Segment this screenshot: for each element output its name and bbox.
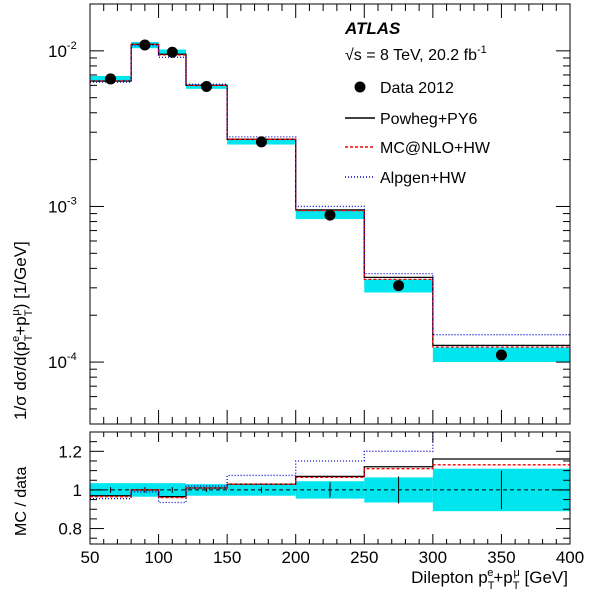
- ratio-y-tick-label: 1.2: [58, 442, 82, 461]
- data-point-3: [201, 81, 213, 93]
- x-tick-label: 50: [81, 548, 100, 567]
- y-tick-label: 10-2: [48, 40, 77, 61]
- data-point-2: [166, 46, 178, 58]
- x-axis-title: Dilepton pTe+pTμ [GeV]: [411, 567, 568, 592]
- series-line-alpgen: [90, 44, 570, 336]
- ratio-y-tick-label: 1: [73, 481, 82, 500]
- series-line-mcatnlo: [90, 43, 570, 348]
- y-tick-label: 10-3: [48, 195, 77, 216]
- data-point-5: [324, 209, 336, 221]
- legend-data-label: Data 2012: [380, 80, 454, 97]
- x-tick-label: 400: [556, 548, 584, 567]
- legend-alpgen-label: Alpgen+HW: [380, 170, 467, 187]
- series-line-powheg: [90, 43, 570, 347]
- x-tick-label: 150: [213, 548, 241, 567]
- legend-powheg-label: Powheg+PY6: [380, 111, 478, 128]
- x-tick-label: 250: [350, 548, 378, 567]
- ratio-series-lines: [90, 432, 570, 504]
- data-point-6: [393, 280, 405, 292]
- main-panel: 10-2 10-3 10-4: [48, 3, 571, 425]
- ratio-axes: 0.8 1 1.2 50 100 150 200 250 300 350 400: [58, 432, 584, 567]
- data-points: [105, 39, 507, 361]
- legend: ATLAS √s = 8 TeV, 20.2 fb-1 Data 2012 Po…: [344, 19, 491, 187]
- ratio-y-tick-label: 0.8: [58, 520, 82, 539]
- ratio-plot-frame: [89, 431, 571, 545]
- x-tick-label: 300: [419, 548, 447, 567]
- x-tick-label: 200: [282, 548, 310, 567]
- x-tick-label: 100: [144, 548, 172, 567]
- legend-mcatnlo-label: MC@NLO+HW: [380, 140, 491, 157]
- data-point-1: [139, 39, 151, 51]
- mc-series-lines: [90, 43, 570, 348]
- x-tick-label: 350: [487, 548, 515, 567]
- ratio-panel: 0.8 1 1.2 50 100 150 200 250 300 350 400: [58, 431, 584, 567]
- ratio-line-mcatnlo: [90, 464, 570, 499]
- legend-data-marker: [354, 81, 366, 93]
- atlas-label: ATLAS: [344, 19, 401, 38]
- y-tick-label: 10-4: [48, 351, 77, 372]
- data-point-7: [495, 349, 507, 361]
- energy-lumi-label: √s = 8 TeV, 20.2 fb-1: [345, 44, 487, 64]
- ratio-y-axis-title: MC / data: [13, 467, 30, 536]
- data-uncertainty-bands: [90, 41, 570, 363]
- y-axis-title: 1/σ dσ/d(pTe+pTμ) [1/GeV]: [10, 241, 35, 420]
- data-point-4: [255, 136, 267, 148]
- data-point-0: [105, 73, 117, 85]
- main-plot-frame: [89, 3, 571, 425]
